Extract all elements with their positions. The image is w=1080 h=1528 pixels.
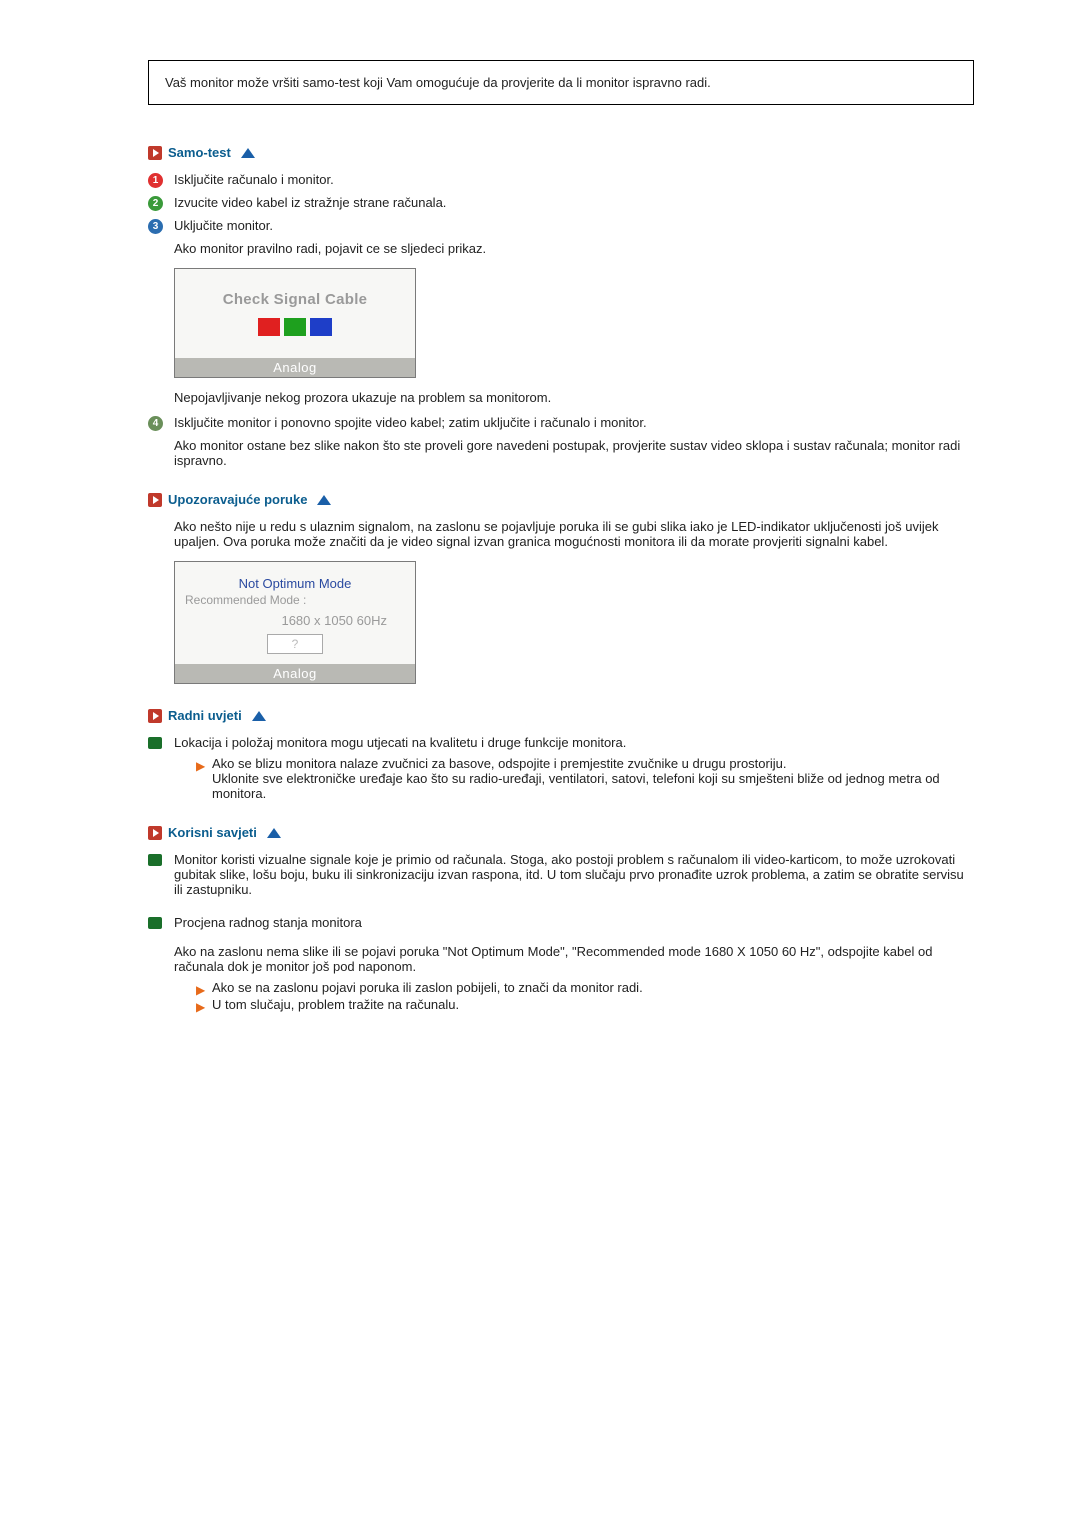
arrow-icon: ▶: [196, 983, 205, 997]
intro-text: Vaš monitor može vršiti samo-test koji V…: [165, 75, 711, 90]
step-text: Isključite monitor i ponovno spojite vid…: [174, 415, 647, 430]
step-3-note: Ako monitor pravilno radi, pojavit ce se…: [174, 241, 974, 256]
step-3: 3 Uključite monitor.: [148, 218, 974, 233]
square-bullet-icon: [148, 917, 162, 929]
square-bullet-icon: [148, 854, 162, 866]
step-text: Isključite računalo i monitor.: [174, 172, 334, 187]
sub-text: U tom slučaju, problem tražite na računa…: [212, 997, 459, 1012]
blue-square-icon: [310, 318, 332, 336]
section-title: Radni uvjeti: [168, 708, 242, 723]
samotest-steps-cont: 4 Isključite monitor i ponovno spojite vi…: [148, 415, 974, 430]
step-3-note2: Nepojavljivanje nekog prozora ukazuje na…: [174, 390, 974, 405]
radni-list: Lokacija i položaj monitora mogu utjecat…: [148, 735, 974, 801]
red-square-icon: [258, 318, 280, 336]
play-icon: [148, 493, 162, 507]
monitor-strip: Analog: [175, 358, 415, 377]
sub-item: ▶ Ako se na zaslonu pojavi poruka ili zas…: [196, 980, 974, 995]
arrow-icon: ▶: [196, 759, 205, 773]
upozor-text: Ako nešto nije u redu s ulaznim signalom…: [174, 519, 974, 549]
monitor-mock-not-optimum: Not Optimum Mode Recommended Mode : 1680…: [174, 561, 416, 684]
sub-text: Uklonite sve elektroničke uređaje kao št…: [212, 771, 940, 801]
monitor-screen: Not Optimum Mode Recommended Mode : 1680…: [175, 562, 415, 664]
square-bullet-icon: [148, 737, 162, 749]
sub-text: Ako se na zaslonu pojavi poruka ili zasl…: [212, 980, 643, 995]
num-bullet-3-icon: 3: [148, 219, 163, 234]
sub-item: ▶ U tom slučaju, problem tražite na račun…: [196, 997, 974, 1012]
section-head-korisni: Korisni savjeti: [148, 825, 974, 840]
step-4: 4 Isključite monitor i ponovno spojite vi…: [148, 415, 974, 430]
section-title: Samo-test: [168, 145, 231, 160]
rgb-squares: [183, 318, 407, 336]
samotest-steps: 1 Isključite računalo i monitor. 2 Izvucit…: [148, 172, 974, 233]
step-1: 1 Isključite računalo i monitor.: [148, 172, 974, 187]
play-icon: [148, 146, 162, 160]
monitor-strip: Analog: [175, 664, 415, 683]
step-text: Uključite monitor.: [174, 218, 273, 233]
monitor-line2: Recommended Mode :: [185, 593, 405, 607]
play-icon: [148, 709, 162, 723]
sub-text: Ako se blizu monitora nalaze zvučnici za…: [212, 756, 786, 771]
step-4-note: Ako monitor ostane bez slike nakon što s…: [174, 438, 974, 468]
num-bullet-1-icon: 1: [148, 173, 163, 188]
num-bullet-4-icon: 4: [148, 416, 163, 431]
sub-list: ▶ Ako se blizu monitora nalaze zvučnici …: [196, 756, 974, 801]
num-bullet-2-icon: 2: [148, 196, 163, 211]
sub-list: ▶ Ako se na zaslonu pojavi poruka ili zas…: [196, 980, 974, 1012]
up-triangle-icon: [317, 495, 331, 505]
sub-item: ▶ Ako se blizu monitora nalaze zvučnici …: [196, 756, 974, 801]
list-text: Monitor koristi vizualne signale koje je…: [174, 852, 964, 897]
up-triangle-icon: [267, 828, 281, 838]
section-head-upozor: Upozoravajuće poruke: [148, 492, 974, 507]
list-text: Procjena radnog stanja monitora: [174, 915, 362, 930]
list-text: Lokacija i položaj monitora mogu utjecat…: [174, 735, 626, 750]
section-head-radni: Radni uvjeti: [148, 708, 974, 723]
document-page: Vaš monitor može vršiti samo-test koji V…: [148, 60, 974, 1012]
intro-box: Vaš monitor može vršiti samo-test koji V…: [148, 60, 974, 105]
up-triangle-icon: [252, 711, 266, 721]
monitor-text: Check Signal Cable: [183, 291, 407, 308]
monitor-mock-check-cable: Check Signal Cable Analog: [174, 268, 416, 378]
section-title: Upozoravajuće poruke: [168, 492, 307, 507]
list-text: Ako na zaslonu nema slike ili se pojavi …: [174, 944, 974, 974]
arrow-icon: ▶: [196, 1000, 205, 1014]
monitor-line3: 1680 x 1050 60Hz: [185, 613, 405, 628]
list-item: Lokacija i položaj monitora mogu utjecat…: [148, 735, 974, 801]
section-title: Korisni savjeti: [168, 825, 257, 840]
section-head-samotest: Samo-test: [148, 145, 974, 160]
monitor-line1: Not Optimum Mode: [185, 576, 405, 591]
monitor-screen: Check Signal Cable: [175, 269, 415, 358]
up-triangle-icon: [241, 148, 255, 158]
play-icon: [148, 826, 162, 840]
list-item: Monitor koristi vizualne signale koje je…: [148, 852, 974, 897]
step-text: Izvucite video kabel iz stražnje strane …: [174, 195, 446, 210]
step-2: 2 Izvucite video kabel iz stražnje strane…: [148, 195, 974, 210]
monitor-btn: ?: [267, 634, 323, 654]
korisni-list: Monitor koristi vizualne signale koje je…: [148, 852, 974, 1012]
list-item: Procjena radnog stanja monitora Ako na z…: [148, 915, 974, 1012]
green-square-icon: [284, 318, 306, 336]
